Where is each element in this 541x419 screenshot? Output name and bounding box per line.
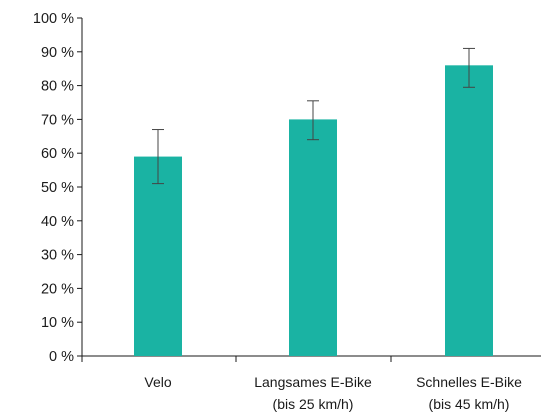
y-tick-label: 30 %	[41, 248, 74, 264]
y-tick-label: 0 %	[49, 349, 74, 365]
bar	[134, 156, 182, 356]
x-axis	[81, 355, 541, 362]
y-tick-label: 10 %	[41, 315, 74, 331]
y-tick-label: 100 %	[33, 11, 74, 27]
y-axis: 0 % 10 % 20 % 30 % 40 % 50 % 60 % 70 % 80 % 90 % 1…	[33, 11, 83, 365]
error-bar	[463, 47, 475, 88]
bar	[289, 119, 337, 357]
error-bar	[152, 129, 164, 185]
x-category-label: (bis 45 km/h)	[429, 396, 510, 412]
x-category-label: Velo	[144, 374, 171, 390]
y-tick-label: 90 %	[41, 45, 74, 61]
error-bars	[152, 47, 475, 185]
x-category-label: (bis 25 km/h)	[273, 396, 354, 412]
category-labels: Velo Langsames E-Bike (bis 25 km/h) Schnell…	[144, 374, 522, 412]
error-bar	[307, 100, 319, 141]
y-tick-label: 60 %	[41, 146, 74, 162]
bar	[445, 65, 493, 356]
y-tick-label: 50 %	[41, 180, 74, 196]
y-tick-label: 70 %	[41, 112, 74, 128]
y-tick-label: 40 %	[41, 214, 74, 230]
y-tick-label: 80 %	[41, 79, 74, 95]
bars	[134, 65, 493, 357]
y-tick-label: 20 %	[41, 281, 74, 297]
x-category-label: Langsames E-Bike	[254, 374, 372, 390]
x-category-label: Schnelles E-Bike	[416, 374, 522, 390]
